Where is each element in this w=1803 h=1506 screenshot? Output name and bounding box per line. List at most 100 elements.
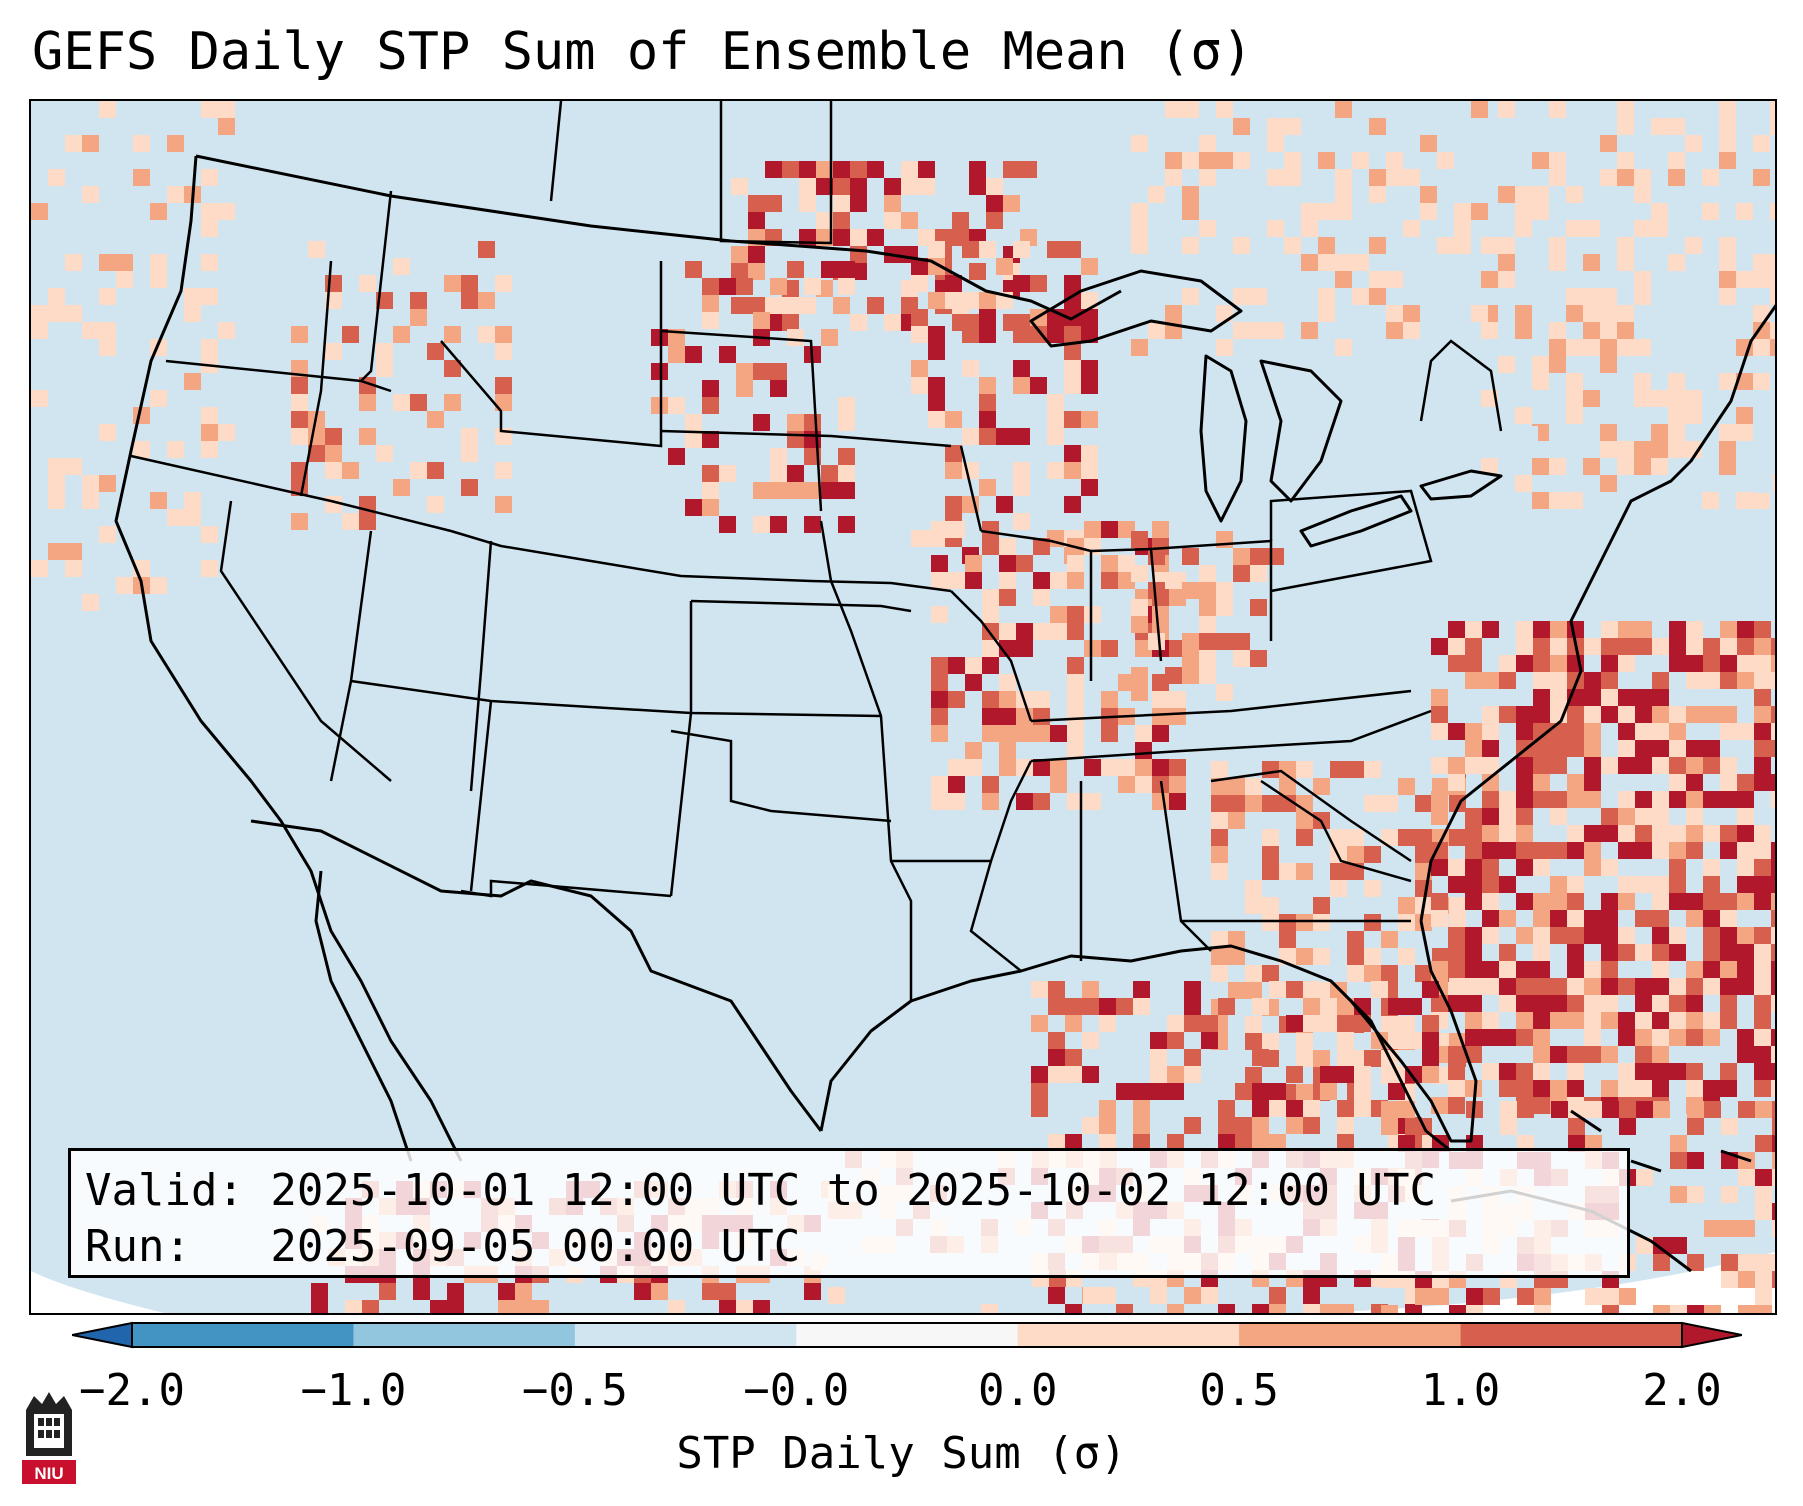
anomaly-cell [1330,863,1347,880]
anomaly-cell [1016,623,1033,640]
anomaly-cell [1668,118,1685,135]
anomaly-cell [1279,778,1296,795]
anomaly-cell [651,1283,668,1300]
anomaly-cell [1636,1169,1653,1186]
anomaly-cell [1567,995,1584,1012]
anomaly-cell [1634,441,1651,458]
anomaly-cell [1516,655,1533,672]
anomaly-cell [1465,638,1482,655]
anomaly-cell [1770,288,1775,305]
anomaly-cell [1048,1066,1065,1083]
anomaly-cell [804,1283,821,1300]
anomaly-cell [1031,1066,1048,1083]
anomaly-cell [1754,740,1771,757]
anomaly-cell [345,1300,362,1313]
anomaly-cell [1269,1134,1286,1151]
anomaly-cell [1653,1237,1670,1254]
anomaly-cell [1567,876,1584,893]
anomaly-cell [1584,706,1601,723]
anomaly-cell [1737,672,1754,689]
anomaly-cell [1686,842,1703,859]
anomaly-cell [1737,944,1754,961]
anomaly-cell [1753,271,1770,288]
anomaly-cell [1601,621,1618,638]
anomaly-cell [413,1283,430,1300]
anomaly-cell [753,1300,770,1313]
anomaly-cell [1618,638,1635,655]
anomaly-cell [1738,1271,1755,1288]
anomaly-cell [1634,220,1651,237]
anomaly-cell [1753,492,1770,509]
anomaly-cell [1165,667,1182,684]
anomaly-cell [1720,774,1737,791]
anomaly-cell [1550,978,1567,995]
anomaly-cell [1653,1305,1670,1313]
anomaly-cell [1771,1063,1775,1080]
anomaly-cell [804,516,821,533]
anomaly-cell [1050,623,1067,640]
anomaly-cell [1216,633,1233,650]
anomaly-cell [1703,1080,1720,1097]
anomaly-cell [1067,623,1084,640]
anomaly-cell [1465,961,1482,978]
anomaly-cell [1465,978,1482,995]
anomaly-cell [291,326,308,343]
anomaly-cell [1262,846,1279,863]
anomaly-cell [1719,118,1736,135]
anomaly-cell [1099,1100,1116,1117]
anomaly-cell [359,394,376,411]
anomaly-cell [928,292,945,309]
anomaly-cell [1303,1117,1320,1134]
anomaly-cell [1601,859,1618,876]
anomaly-cell [1347,948,1364,965]
anomaly-cell [1634,186,1651,203]
anomaly-cell [1669,944,1686,961]
anomaly-cell [342,462,359,479]
anomaly-cell [931,521,948,538]
anomaly-cell [1753,339,1770,356]
anomaly-cell [1152,606,1169,623]
anomaly-cell [1736,424,1753,441]
anomaly-cell [99,339,116,356]
anomaly-cell [931,776,948,793]
anomaly-cell [1318,237,1335,254]
anomaly-cell [1047,241,1064,258]
anomaly-cell [325,462,342,479]
anomaly-cell [668,346,685,363]
anomaly-cell [1567,978,1584,995]
anomaly-cell [498,1300,515,1313]
anomaly-cell [1687,1101,1704,1118]
anomaly-cell [1301,203,1318,220]
anomaly-cell [410,394,427,411]
anomaly-cell [901,212,918,229]
anomaly-cell [1516,1080,1533,1097]
colorbar-bin [1460,1323,1683,1347]
anomaly-cell [1532,152,1549,169]
anomaly-cell [1082,1032,1099,1049]
anomaly-cell [1199,650,1216,667]
anomaly-cell [1772,1220,1775,1237]
anomaly-cell [1267,135,1284,152]
anomaly-cell [1770,101,1775,118]
anomaly-cell [1262,829,1279,846]
anomaly-cell [48,475,65,492]
anomaly-cell [1415,1288,1432,1305]
anomaly-cell [82,135,99,152]
anomaly-cell [736,278,753,295]
anomaly-cell [685,346,702,363]
anomaly-cell [1211,761,1228,778]
anomaly-cell [1050,572,1067,589]
anomaly-cell [1567,740,1584,757]
anomaly-cell [1101,640,1118,657]
anomaly-cell [99,254,116,271]
anomaly-cell [1050,606,1067,623]
anomaly-cell [702,499,719,516]
anomaly-cell [1067,742,1084,759]
anomaly-cell [1296,829,1313,846]
anomaly-cell [850,178,867,195]
anomaly-cell-negative [471,601,488,618]
anomaly-cell [1482,672,1499,689]
anomaly-cell [1754,876,1771,893]
anomaly-cell [1669,774,1686,791]
anomaly-cell [1703,893,1720,910]
